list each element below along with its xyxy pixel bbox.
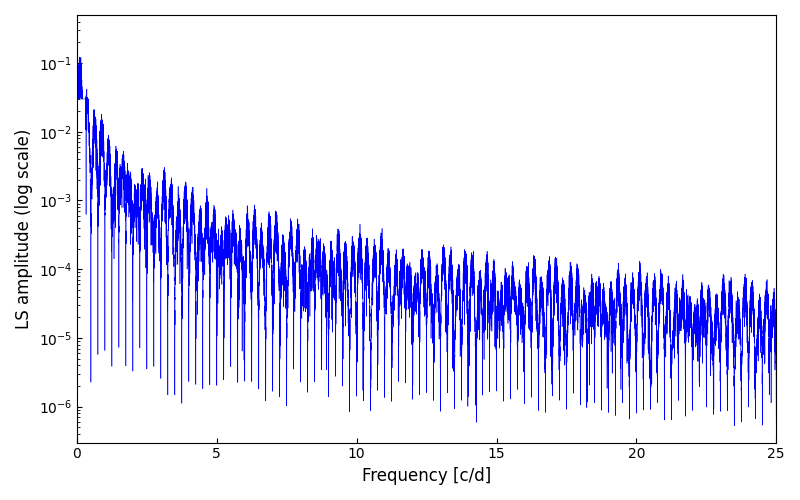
X-axis label: Frequency [c/d]: Frequency [c/d] [362, 467, 491, 485]
Y-axis label: LS amplitude (log scale): LS amplitude (log scale) [15, 128, 33, 329]
